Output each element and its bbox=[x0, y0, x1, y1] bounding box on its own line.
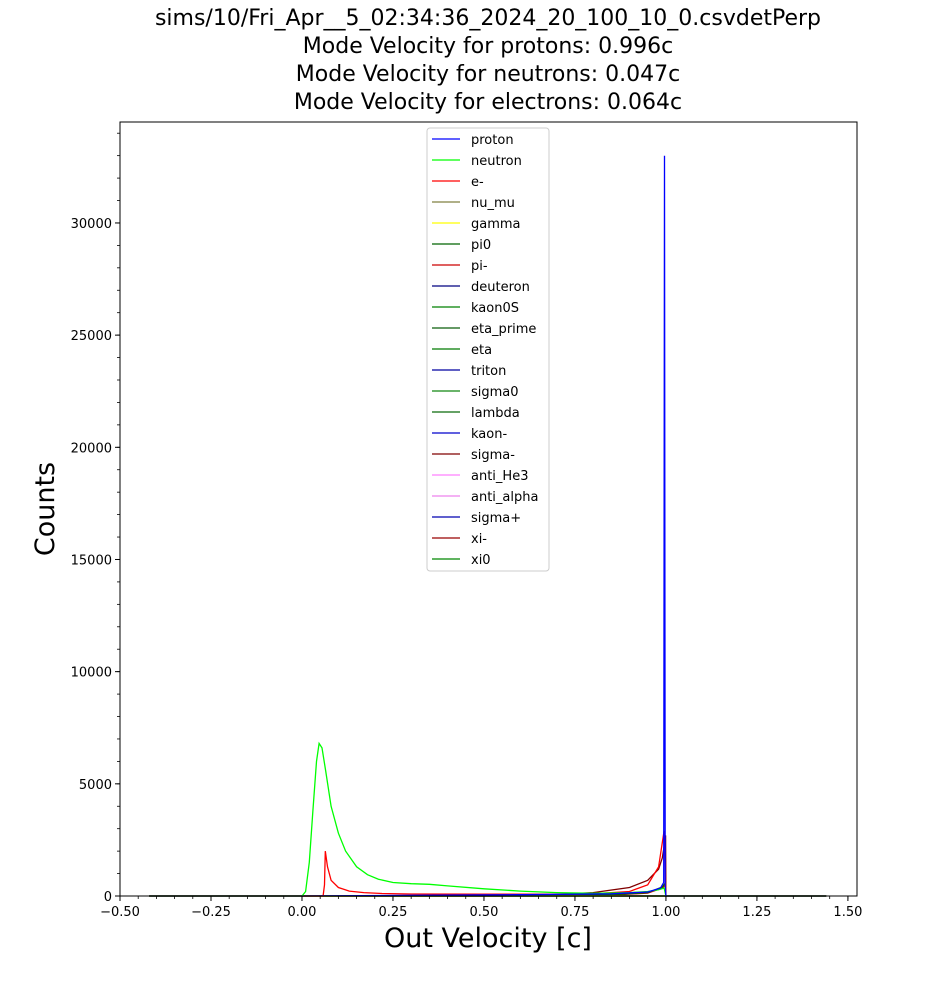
x-tick-label: 0.75 bbox=[560, 905, 589, 920]
legend-label-sigma: sigma- bbox=[471, 448, 515, 463]
legend-label-kaon: kaon- bbox=[471, 427, 507, 442]
y-tick-label: 20000 bbox=[71, 441, 112, 456]
legend-label-triton: triton bbox=[471, 364, 506, 379]
legend-label-anti-he3: anti_He3 bbox=[471, 469, 528, 484]
legend-label-eta: eta bbox=[471, 343, 492, 358]
legend-label-pi: pi- bbox=[471, 259, 488, 274]
chart-title-line-4: Mode Velocity for electrons: 0.064c bbox=[293, 90, 683, 115]
chart-title-line-2: Mode Velocity for protons: 0.996c bbox=[302, 34, 674, 59]
y-axis-label: Counts bbox=[30, 462, 61, 556]
x-tick-label: −0.50 bbox=[100, 905, 140, 920]
y-tick-label: 25000 bbox=[71, 329, 112, 344]
x-tick-label: 1.50 bbox=[833, 905, 862, 920]
legend-label-gamma: gamma bbox=[471, 217, 521, 232]
plot-area-frame bbox=[119, 121, 858, 897]
y-tick-label: 10000 bbox=[71, 666, 112, 681]
legend-label-e: e- bbox=[471, 175, 484, 190]
legend-label-eta-prime: eta_prime bbox=[471, 322, 536, 337]
x-tick-label: 0.50 bbox=[469, 905, 498, 920]
legend-label-deuteron: deuteron bbox=[471, 280, 530, 295]
legend-label-proton: proton bbox=[471, 133, 514, 148]
chart-title-line-1: sims/10/Fri_Apr__5_02:34:36_2024_20_100_… bbox=[154, 6, 822, 31]
chart-title-line-3: Mode Velocity for neutrons: 0.047c bbox=[295, 62, 681, 87]
y-tick-label: 15000 bbox=[71, 553, 112, 568]
x-tick-label: 0.00 bbox=[287, 905, 316, 920]
x-tick-label: 0.25 bbox=[378, 905, 407, 920]
x-tick-label: −0.25 bbox=[191, 905, 231, 920]
legend-label-anti-alpha: anti_alpha bbox=[471, 490, 538, 505]
legend-label-kaon0s: kaon0S bbox=[471, 301, 519, 316]
y-tick-label: 0 bbox=[104, 890, 112, 905]
legend-label-sigma: sigma+ bbox=[471, 511, 521, 526]
legend-label-nu-mu: nu_mu bbox=[471, 196, 515, 211]
legend-label-sigma0: sigma0 bbox=[471, 385, 519, 400]
legend-label-lambda: lambda bbox=[471, 406, 520, 421]
series-line-e bbox=[149, 830, 827, 897]
axis-layer: −0.50 −0.25 0.00 0.25 0.50 0.75 1.00 1.25 1.50 0 5… bbox=[71, 132, 862, 920]
y-tick-label: 5000 bbox=[79, 778, 112, 793]
legend-box bbox=[426, 127, 550, 572]
x-axis-label: Out Velocity [c] bbox=[384, 923, 592, 954]
series-line-neutron bbox=[149, 741, 827, 897]
x-tick-label: 1.25 bbox=[742, 905, 771, 920]
legend-label-neutron: neutron bbox=[471, 154, 522, 169]
series-line-sigma bbox=[149, 835, 827, 897]
legend-label-xi: xi- bbox=[471, 532, 487, 547]
legend-label-pi0: pi0 bbox=[471, 238, 491, 253]
y-tick-label: 30000 bbox=[71, 217, 112, 232]
x-tick-label: 1.00 bbox=[651, 905, 680, 920]
legend-label-xi0: xi0 bbox=[471, 553, 491, 568]
